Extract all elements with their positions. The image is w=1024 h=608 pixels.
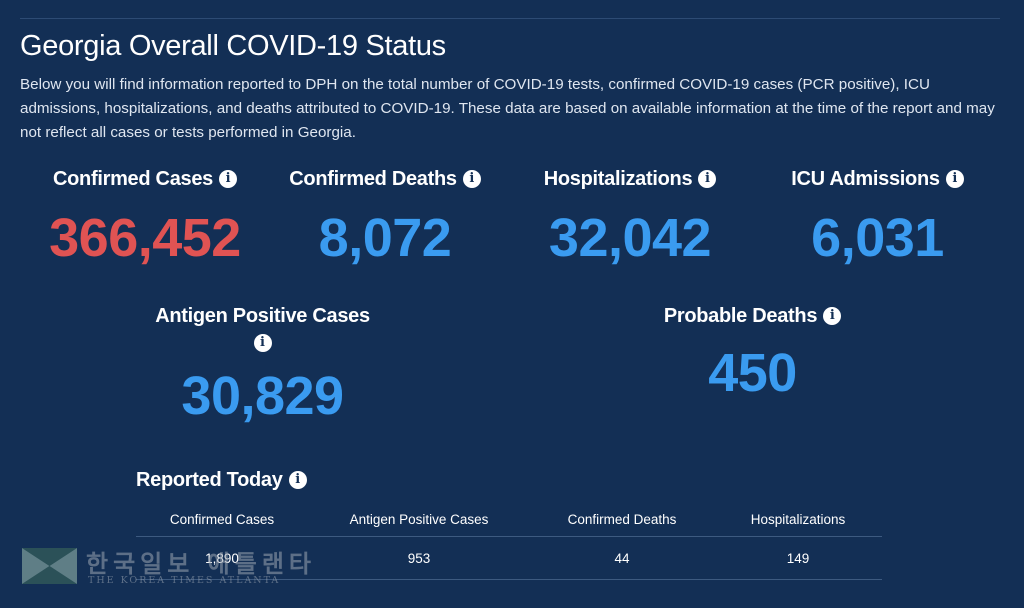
confirmed-cases-label: Confirmed Cases (53, 168, 213, 190)
confirmed-deaths-label: Confirmed Deaths (289, 168, 457, 190)
info-icon[interactable]: i (219, 170, 237, 188)
korea-times-logo-icon (22, 548, 77, 584)
cell-hospitalizations: 149 (714, 536, 882, 580)
stat-antigen-positive: Antigen Positive Cases i 30,829 (120, 303, 405, 426)
stat-label-wrapper: ICU Admissions i (760, 166, 995, 192)
info-icon[interactable]: i (253, 334, 272, 352)
page-description: Below you will find information reported… (20, 76, 995, 141)
stat-confirmed-deaths: Confirmed Deaths i 8,072 (270, 166, 500, 268)
reported-today-table: Confirmed Cases Antigen Positive Cases C… (136, 502, 882, 580)
table-header-row: Confirmed Cases Antigen Positive Cases C… (136, 502, 882, 537)
cell-confirmed-cases: 1,890 (136, 536, 308, 580)
info-icon[interactable]: i (823, 307, 842, 325)
watermark-english-text: THE KOREA TIMES ATLANTA (88, 575, 281, 586)
stat-icu-admissions: ICU Admissions i 6,031 (760, 166, 995, 268)
stat-label-wrapper: Confirmed Cases i (20, 166, 270, 192)
hospitalizations-label: Hospitalizations (543, 168, 693, 190)
info-icon[interactable]: i (698, 170, 717, 188)
column-header-confirmed-deaths: Confirmed Deaths (530, 502, 714, 537)
antigen-positive-label: Antigen Positive Cases (155, 305, 370, 327)
probable-deaths-value: 450 (708, 343, 797, 403)
stat-confirmed-cases: Confirmed Cases i 366,452 (20, 166, 270, 268)
icu-admissions-label: ICU Admissions (791, 168, 940, 190)
info-icon[interactable]: i (945, 170, 964, 188)
column-header-hospitalizations: Hospitalizations (714, 502, 882, 537)
column-header-antigen-positive: Antigen Positive Cases (308, 502, 530, 537)
stat-probable-deaths: Probable Deaths i 450 (620, 303, 885, 403)
cell-confirmed-deaths: 44 (530, 536, 714, 580)
stat-hospitalizations: Hospitalizations i 32,042 (510, 166, 750, 268)
page-title: Georgia Overall COVID-19 Status (20, 30, 446, 62)
cell-antigen-positive: 953 (308, 536, 530, 580)
reported-today-label: Reported Today (136, 469, 283, 491)
info-icon[interactable]: i (288, 471, 307, 489)
info-icon-row: i (120, 329, 405, 354)
stat-label-wrapper: Confirmed Deaths i (270, 166, 500, 192)
icu-admissions-value: 6,031 (811, 208, 944, 268)
confirmed-deaths-value: 8,072 (318, 208, 452, 268)
table-row: 1,890 953 44 149 (136, 536, 882, 580)
top-divider (20, 18, 1000, 19)
probable-deaths-label: Probable Deaths (663, 305, 818, 327)
column-header-confirmed-cases: Confirmed Cases (136, 502, 308, 537)
watermark-korean-text: 한국일보 애틀랜타 (86, 550, 316, 578)
hospitalizations-value: 32,042 (548, 208, 712, 268)
antigen-positive-value: 30,829 (181, 366, 344, 426)
confirmed-cases-value: 366,452 (49, 208, 241, 268)
stat-label-wrapper: Probable Deaths i (620, 303, 885, 329)
info-icon[interactable]: i (462, 170, 481, 188)
watermark: 한국일보 애틀랜타 THE KOREA TIMES ATLANTA (22, 546, 332, 588)
reported-today-heading: Reported Today i (136, 467, 307, 493)
stat-label-wrapper: Hospitalizations i (510, 166, 750, 192)
